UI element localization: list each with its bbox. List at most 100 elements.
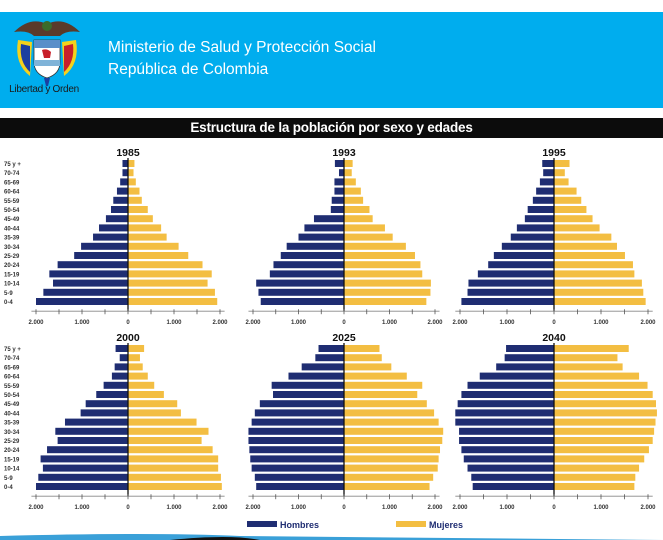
bar-female-5054 [344, 206, 370, 213]
x-tick-label: 1.000 [382, 505, 398, 511]
bar-male-3539 [510, 233, 554, 241]
bar-male-5559 [271, 381, 344, 389]
bar-male-6064 [479, 372, 554, 380]
bar-male-2024 [57, 261, 129, 269]
age-label: 50-54 [4, 208, 20, 214]
pyramid-2040: 2040 2.000 1.000 0 1.000 2.000 [452, 332, 657, 511]
year-label: 1993 [332, 147, 356, 159]
year-label: 2040 [542, 332, 566, 344]
bar-female-75y [344, 160, 353, 167]
country-name: República de Colombia [108, 61, 269, 78]
bar-male-7074 [338, 169, 344, 177]
bar-female-7074 [554, 354, 618, 362]
bar-female-59 [344, 288, 431, 296]
age-label: 60-64 [4, 190, 20, 196]
bar-female-4549 [128, 215, 153, 223]
bar-female-1519 [128, 455, 219, 463]
bar-female-6569 [344, 363, 392, 371]
bar-female-3034 [344, 242, 406, 250]
pyramid-1995: 1995 2.000 1.000 0 1.000 2.000 [452, 147, 656, 326]
chart-title: Estructura de la población por sexo y ed… [0, 118, 663, 138]
bar-female-4549 [554, 215, 593, 223]
age-label: 35-39 [4, 421, 20, 427]
bar-female-3539 [128, 233, 167, 241]
bar-female-04 [554, 298, 646, 305]
x-tick-label: 0 [552, 505, 556, 511]
bar-female-7074 [344, 354, 382, 362]
bar-male-1519 [477, 270, 554, 278]
legend-label-male: Hombres [280, 520, 319, 530]
bar-male-7074 [315, 354, 344, 362]
bar-male-1014 [256, 279, 344, 287]
bar-female-5559 [554, 381, 648, 389]
bar-female-5054 [128, 206, 148, 213]
bar-female-1014 [554, 279, 642, 287]
bar-male-5054 [527, 206, 554, 213]
bar-female-7074 [554, 169, 565, 177]
bar-male-75y [506, 345, 554, 352]
bar-female-75y [554, 160, 570, 167]
bar-male-3034 [286, 242, 344, 250]
x-tick-label: 0 [552, 320, 556, 326]
coat-of-arms-logo [14, 21, 80, 86]
bar-female-6064 [128, 372, 148, 380]
bar-male-5054 [96, 391, 128, 398]
bar-female-3539 [344, 418, 439, 426]
bar-male-3539 [93, 233, 128, 241]
bar-female-1519 [128, 270, 212, 278]
bar-male-3539 [455, 418, 554, 426]
age-label: 65-69 [4, 365, 20, 371]
bar-female-6064 [128, 187, 140, 195]
bar-male-5054 [110, 206, 128, 213]
bar-female-4549 [128, 400, 178, 408]
bar-male-1519 [49, 270, 129, 278]
bar-female-75y [128, 345, 145, 352]
bar-male-2529 [280, 252, 344, 259]
bar-female-2529 [344, 252, 415, 259]
bar-male-1014 [467, 464, 554, 472]
x-tick-label: 2.000 [427, 505, 443, 511]
year-label: 1985 [116, 147, 140, 159]
bar-female-6064 [344, 187, 361, 195]
age-label: 20-24 [4, 263, 20, 269]
bar-male-7074 [543, 169, 554, 177]
bar-female-59 [128, 473, 221, 481]
bar-male-4549 [105, 215, 128, 223]
decorative-swoosh [0, 534, 663, 540]
legend-swatch-female [396, 521, 426, 527]
x-tick-label: 1.000 [166, 320, 182, 326]
bar-male-6569 [114, 363, 128, 371]
bar-male-3034 [81, 242, 128, 250]
age-label: 25-29 [4, 439, 20, 445]
bar-male-75y [334, 160, 344, 167]
legend: Hombres Mujeres [247, 520, 463, 530]
bar-male-5559 [103, 381, 128, 389]
x-tick-label: 2.000 [28, 505, 44, 511]
bar-male-3539 [298, 233, 344, 241]
bar-female-2529 [344, 437, 443, 444]
bar-male-4044 [516, 224, 554, 232]
x-tick-label: 0 [342, 505, 346, 511]
x-tick-label: 2.000 [212, 320, 228, 326]
bar-male-5054 [330, 206, 344, 213]
year-label: 2025 [332, 332, 356, 344]
bar-female-7074 [128, 169, 134, 177]
bar-male-75y [122, 160, 128, 167]
bar-female-4044 [554, 224, 600, 232]
bar-female-2529 [554, 252, 625, 259]
year-label: 1995 [542, 147, 566, 159]
x-tick-label: 2.000 [640, 320, 656, 326]
bar-female-5054 [344, 391, 418, 398]
age-label: 55-59 [4, 199, 20, 205]
bar-male-1519 [463, 455, 554, 463]
bar-male-4044 [99, 224, 128, 232]
bar-male-75y [318, 345, 344, 352]
bar-female-3034 [554, 427, 655, 435]
age-label: 0-4 [4, 485, 13, 491]
bar-male-1014 [53, 279, 128, 287]
bar-male-6569 [120, 178, 128, 186]
bar-male-2024 [249, 446, 344, 454]
bar-male-59 [467, 288, 554, 296]
bar-female-2024 [344, 261, 421, 269]
